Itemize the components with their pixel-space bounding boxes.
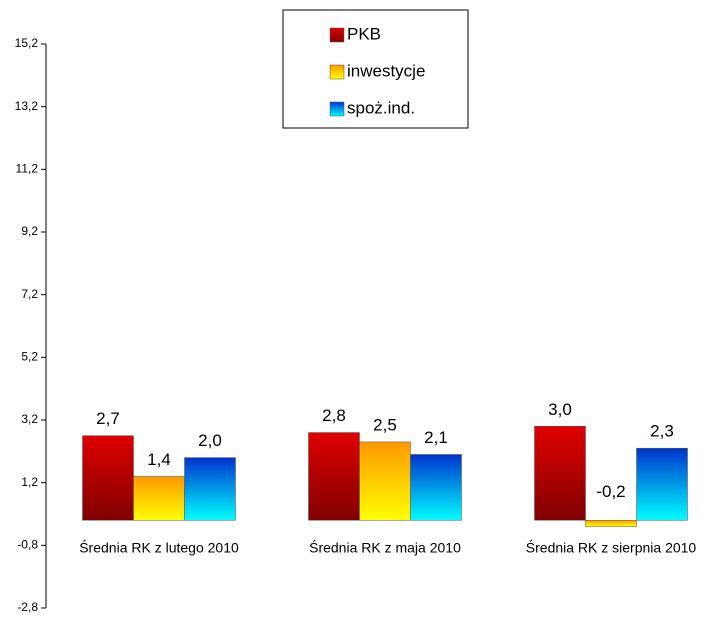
- value-label: 2,7: [96, 409, 120, 428]
- bar: [308, 432, 360, 521]
- legend-label: PKB: [347, 24, 381, 43]
- value-label: -0,2: [596, 482, 625, 501]
- legend-label: inwestycje: [347, 61, 425, 80]
- value-label: 2,1: [424, 428, 448, 447]
- y-tick-label: 7,2: [21, 287, 38, 301]
- legend-swatch: [329, 101, 345, 117]
- x-tick-label: Średnia RK z sierpnia 2010: [526, 539, 697, 556]
- bar: [636, 447, 688, 521]
- value-label: 2,3: [650, 422, 674, 441]
- y-tick-label: -0,8: [17, 538, 38, 552]
- value-label: 3,0: [548, 400, 572, 419]
- bar: [410, 454, 462, 521]
- y-tick-label: 3,2: [21, 412, 38, 426]
- x-tick-label: Średnia RK z lutego 2010: [79, 539, 239, 556]
- value-label: 2,8: [322, 406, 346, 425]
- y-tick-label: 1,2: [21, 475, 38, 489]
- y-tick-label: 11,2: [16, 162, 39, 176]
- value-label: 2,0: [198, 431, 222, 450]
- x-tick-label: Średnia RK z maja 2010: [309, 539, 461, 556]
- y-tick-label: 9,2: [21, 224, 38, 238]
- legend-label: spoż.ind.: [347, 98, 415, 117]
- y-tick-label: -2,8: [17, 600, 38, 614]
- bar: [184, 457, 236, 521]
- legend-box: [282, 9, 469, 129]
- legend-swatch: [329, 27, 345, 43]
- bar: [359, 441, 411, 521]
- bar: [133, 476, 185, 521]
- y-tick-label: 15,2: [15, 36, 39, 50]
- value-label: 1,4: [147, 450, 171, 469]
- y-tick-label: 5,2: [21, 350, 38, 364]
- value-label: 2,5: [373, 415, 397, 434]
- bar: [585, 520, 637, 527]
- bar: [534, 426, 586, 521]
- bar: [82, 435, 134, 521]
- y-tick-label: 13,2: [15, 99, 39, 113]
- legend-swatch: [329, 64, 345, 80]
